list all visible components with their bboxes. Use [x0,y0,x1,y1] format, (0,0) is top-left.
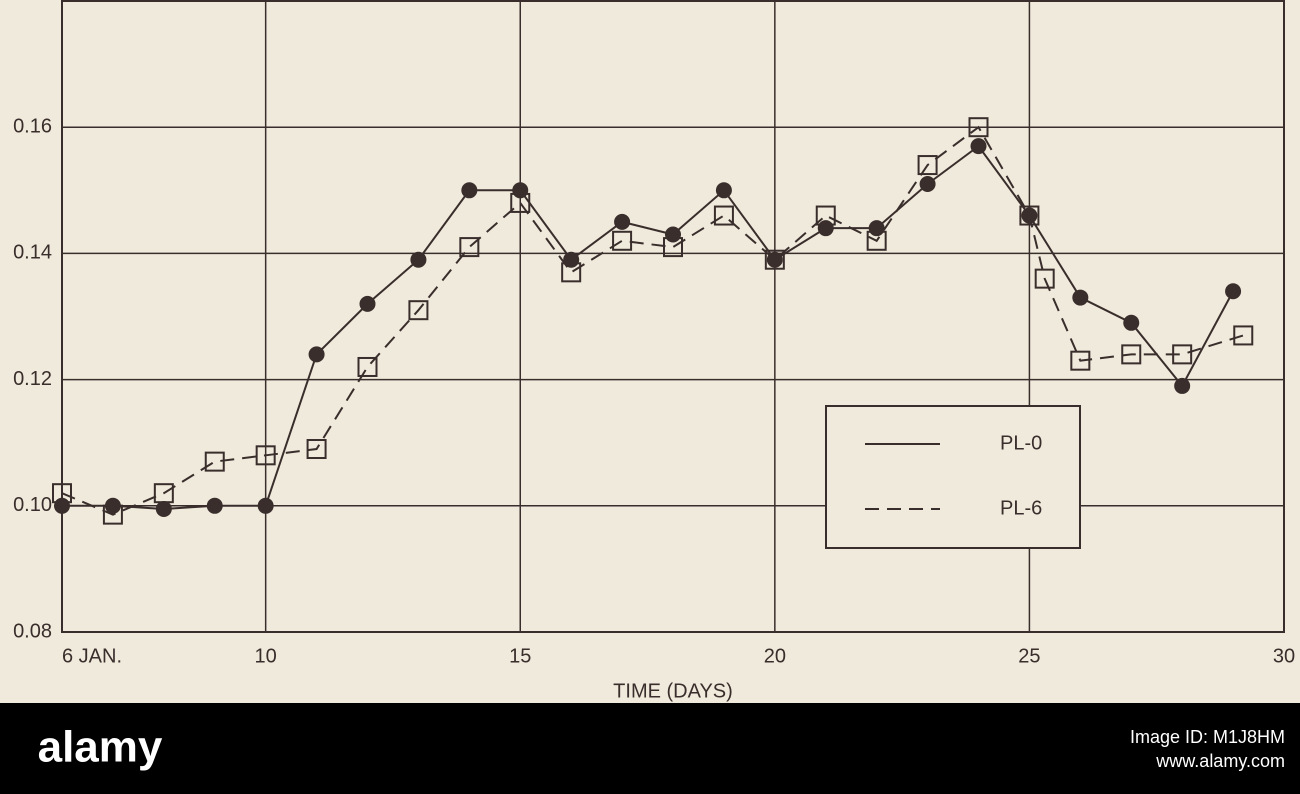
point [512,182,529,199]
point [968,117,989,138]
point [306,439,327,460]
point [919,175,936,192]
point [868,220,885,237]
x-tick-label: 10 [255,645,277,667]
point [815,205,836,226]
legend-label: PL-6 [1000,497,1042,519]
point [204,451,225,472]
plot-frame [61,0,1285,633]
watermark-brand: alamy [38,723,163,772]
y-tick-label: 0.16 [13,115,52,137]
x-tick-label: 15 [509,645,531,667]
point [1174,377,1191,394]
point [715,182,732,199]
point [1121,344,1142,365]
point [970,138,987,155]
y-tick-label: 0.10 [13,494,52,516]
point [665,226,681,243]
point [357,356,378,377]
point [102,504,123,525]
point [1034,268,1055,289]
point [461,182,478,199]
watermark-bar [0,703,1300,794]
point [510,192,531,213]
point [1172,344,1193,365]
point [52,483,72,504]
point [764,249,785,270]
x-tick-label: 6 JAN. [62,645,122,667]
point [1019,205,1040,226]
point [459,237,480,258]
point [155,500,172,517]
watermark-site: www.alamy.com [1155,751,1285,771]
point [1225,283,1242,300]
point [817,220,834,237]
point [206,497,223,514]
point [359,295,376,312]
background [0,0,1300,703]
series-line [61,125,1244,516]
point [917,155,938,176]
point [561,262,582,283]
point [1072,289,1089,306]
point [308,346,325,363]
legend-label: PL-0 [1000,432,1042,454]
series-line [62,144,1234,510]
y-tick-label: 0.08 [13,620,52,642]
point [257,497,274,514]
point [153,483,174,504]
point [663,237,683,258]
x-tick-label: 20 [764,645,786,667]
y-tick-label: 0.14 [13,242,52,264]
point [1070,350,1091,371]
x-tick-label: 30 [1273,645,1295,667]
point [410,251,427,268]
legend-box [825,405,1081,549]
point [612,230,633,251]
point [866,230,887,251]
point [713,205,734,226]
point [408,300,429,321]
point [54,497,70,514]
watermark-id: Image ID: M1J8HM [1130,727,1285,747]
x-axis-label: TIME (DAYS) [613,680,733,702]
point [255,445,276,466]
point [614,213,631,230]
point [1123,314,1140,331]
y-tick-label: 0.12 [13,368,52,390]
point [1233,325,1254,346]
x-tick-label: 25 [1018,645,1040,667]
